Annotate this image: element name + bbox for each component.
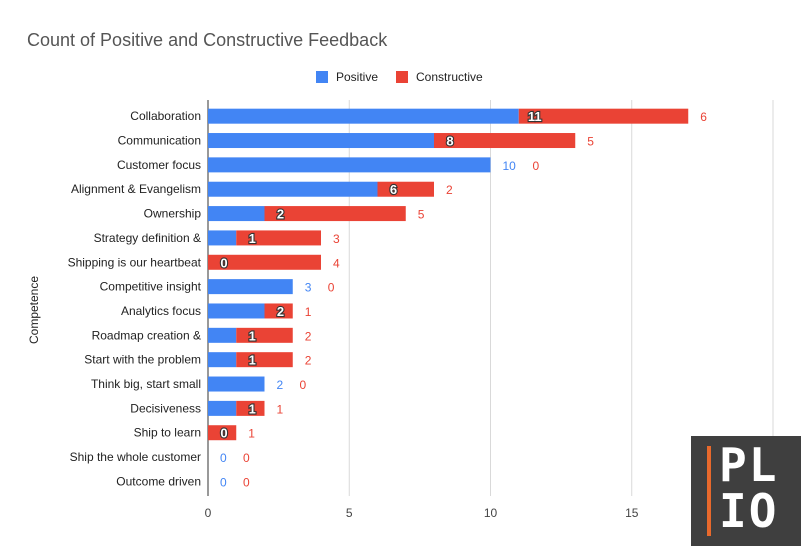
bar-positive — [208, 108, 519, 124]
bar-positive — [208, 400, 237, 416]
category-label: Communication — [118, 134, 201, 148]
plio-logo: PL IO — [691, 436, 801, 546]
data-label-constructive: 0 — [533, 159, 540, 173]
x-tick-label: 5 — [346, 506, 353, 520]
data-label-positive: 0 — [220, 255, 227, 270]
data-label-positive: 0 — [220, 451, 227, 465]
data-label-constructive: 6 — [700, 110, 707, 124]
category-label: Competitive insight — [100, 280, 202, 294]
y-axis-label: Competence — [27, 276, 41, 344]
legend-swatch-positive — [316, 71, 328, 83]
category-label: Roadmap creation & — [92, 328, 201, 342]
category-label: Decisiveness — [130, 401, 201, 415]
category-label: Start with the problem — [84, 353, 201, 367]
legend-swatch-constructive — [396, 71, 408, 83]
data-label-positive: 10 — [503, 159, 517, 173]
data-label-positive: 8 — [446, 134, 453, 149]
data-label-constructive: 0 — [300, 378, 307, 392]
bar-constructive — [236, 400, 265, 416]
bar-positive — [208, 181, 378, 197]
data-label-constructive: 1 — [248, 427, 255, 441]
bar-constructive — [264, 303, 293, 319]
data-label-constructive: 0 — [328, 281, 335, 295]
bars: 11 68 510 06 22 51 30 43 02 11 21 22 01 10 10 00 0 — [208, 108, 707, 489]
bar-constructive — [236, 352, 293, 368]
data-label-constructive: 5 — [418, 208, 425, 222]
category-label: Shipping is our heartbeat — [68, 255, 202, 269]
data-label-constructive: 2 — [446, 183, 453, 197]
x-tick-label: 15 — [625, 506, 639, 520]
data-label-positive: 6 — [390, 182, 397, 197]
category-label: Alignment & Evangelism — [71, 182, 201, 196]
data-label-constructive: 3 — [333, 232, 340, 246]
category-label: Customer focus — [117, 158, 201, 172]
category-label: Outcome driven — [116, 474, 201, 488]
bar-constructive — [264, 206, 406, 222]
bar-positive — [208, 133, 434, 149]
data-label-constructive: 2 — [305, 354, 312, 368]
bar-constructive — [377, 181, 434, 197]
legend: Positive Constructive — [316, 70, 483, 84]
bar-positive — [208, 303, 265, 319]
data-label-constructive: 0 — [243, 451, 250, 465]
category-label: Analytics focus — [121, 304, 201, 318]
bar-constructive — [518, 108, 689, 124]
bar-positive — [208, 352, 237, 368]
logo-text: PL IO — [719, 438, 779, 538]
data-label-positive: 0 — [220, 475, 227, 489]
x-tick-label: 0 — [205, 506, 212, 520]
bar-constructive — [208, 425, 237, 441]
data-label-positive: 3 — [305, 281, 312, 295]
data-label-positive: 2 — [277, 207, 284, 222]
data-label-positive: 2 — [277, 378, 284, 392]
data-label-constructive: 5 — [587, 135, 594, 149]
x-tick-label: 10 — [484, 506, 498, 520]
data-label-constructive: 0 — [243, 475, 250, 489]
category-label: Think big, start small — [91, 377, 201, 391]
data-label-constructive: 2 — [305, 329, 312, 343]
legend-label-positive: Positive — [336, 70, 378, 84]
bar-positive — [208, 327, 237, 343]
bar-positive — [208, 279, 293, 295]
chart-title: Count of Positive and Constructive Feedb… — [27, 30, 388, 50]
data-label-constructive: 4 — [333, 256, 340, 270]
category-label: Collaboration — [130, 109, 201, 123]
category-label: Ship the whole customer — [70, 450, 201, 464]
data-label-positive: 1 — [249, 401, 256, 416]
data-label-positive: 11 — [528, 109, 542, 124]
data-label-constructive: 1 — [305, 305, 312, 319]
bar-positive — [208, 157, 491, 173]
logo-accent-bar — [707, 446, 711, 536]
bar-positive — [208, 206, 265, 222]
bar-positive — [208, 376, 265, 392]
bar-positive — [208, 230, 237, 246]
bar-constructive — [236, 327, 293, 343]
category-label: Strategy definition & — [94, 231, 201, 245]
data-label-positive: 2 — [277, 304, 284, 319]
category-label: Ownership — [144, 207, 202, 221]
data-label-constructive: 1 — [277, 402, 284, 416]
bar-constructive — [236, 230, 321, 246]
data-label-positive: 0 — [220, 426, 227, 441]
data-label-positive: 1 — [249, 231, 256, 246]
data-label-positive: 1 — [249, 328, 256, 343]
bar-constructive — [208, 254, 321, 270]
data-label-positive: 1 — [249, 353, 256, 368]
bar-constructive — [434, 133, 576, 149]
category-label: Ship to learn — [134, 426, 201, 440]
category-labels: Collaboration Communication Customer focus… — [68, 109, 202, 488]
legend-label-constructive: Constructive — [416, 70, 483, 84]
